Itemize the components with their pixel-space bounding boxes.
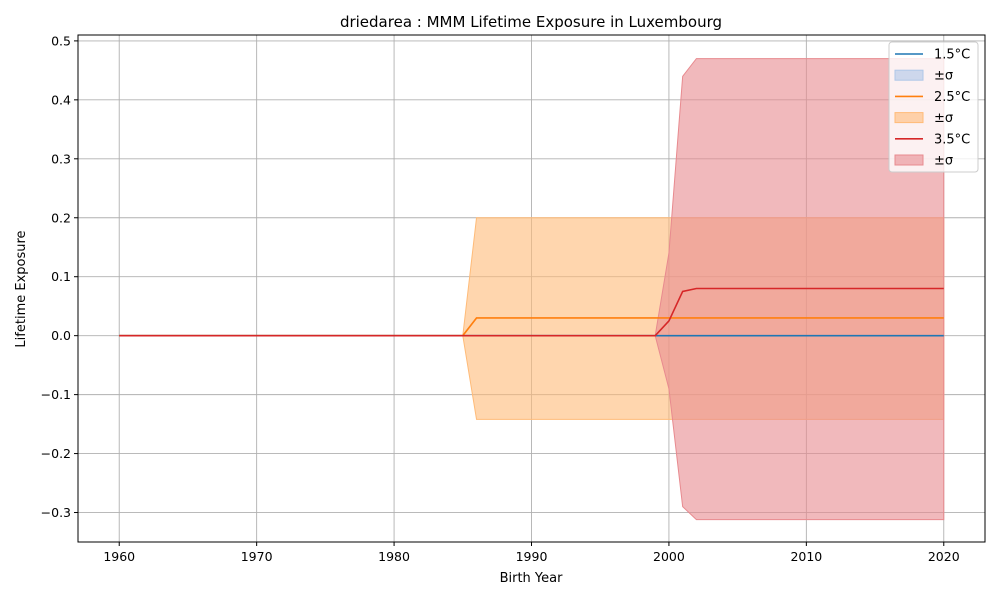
legend-band-label: ±σ xyxy=(934,69,953,84)
x-tick-label: 2010 xyxy=(790,549,822,564)
legend-label: 1.5°C xyxy=(934,48,970,63)
y-tick-label: 0.3 xyxy=(51,151,71,166)
legend-band-swatch xyxy=(894,69,924,81)
x-axis-label: Birth Year xyxy=(500,571,564,586)
legend-label: 2.5°C xyxy=(934,90,970,105)
x-tick-label: 1980 xyxy=(378,549,410,564)
y-tick-label: 0.5 xyxy=(51,33,71,48)
y-tick-label: −0.1 xyxy=(41,387,71,402)
y-tick-label: 0.2 xyxy=(51,210,71,225)
legend-band-swatch xyxy=(894,112,924,124)
x-tick-label: 2020 xyxy=(928,549,960,564)
legend-label: 3.5°C xyxy=(934,132,970,147)
y-tick-label: −0.3 xyxy=(41,505,71,520)
legend-band-label: ±σ xyxy=(934,111,953,126)
x-tick-label: 1990 xyxy=(516,549,548,564)
legend-band-swatch xyxy=(894,154,924,166)
y-tick-label: 0.1 xyxy=(51,269,71,284)
y-tick-label: 0.4 xyxy=(51,92,71,107)
x-tick-label: 1970 xyxy=(241,549,273,564)
x-tick-label: 1960 xyxy=(103,549,135,564)
y-tick-label: −0.2 xyxy=(41,446,71,461)
legend-band-label: ±σ xyxy=(934,154,953,169)
y-axis-label: Lifetime Exposure xyxy=(14,230,29,347)
line-series-2 xyxy=(119,287,944,337)
chart-title: driedarea : MMM Lifetime Exposure in Lux… xyxy=(340,13,722,31)
lines-layer xyxy=(119,287,944,337)
x-axis: 1960 1970 1980 1990 2000 2010 2020 xyxy=(103,542,960,564)
y-tick-label: 0.0 xyxy=(51,328,71,343)
legend: 1.5°C ±σ 2.5°C ±σ 3.5°C ±σ xyxy=(888,41,979,173)
x-tick-label: 2000 xyxy=(653,549,685,564)
y-axis: −0.3 −0.2 −0.1 0.0 0.1 0.2 0.3 0.4 0.5 xyxy=(41,33,78,520)
